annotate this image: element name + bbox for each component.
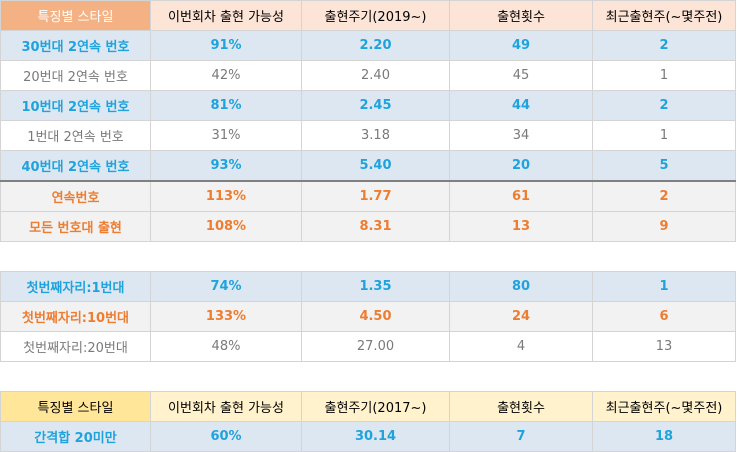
- cell-style: 첫번째자리:1번대: [0, 271, 151, 302]
- cell-style: 첫번째자리:10번대: [0, 301, 151, 332]
- cell-style: 20번대 2연속 번호: [0, 60, 151, 91]
- table-row: 간격합 20미만 60% 30.14 7 18: [0, 421, 736, 452]
- cell-cycle: 4.50: [301, 301, 450, 332]
- cell-recent: 6: [592, 301, 736, 332]
- cell-style: 10번대 2연속 번호: [0, 90, 151, 121]
- cell-possibility: 60%: [150, 421, 302, 452]
- table-row: 모든 번호대 출현 108% 8.31 13 9: [0, 211, 736, 242]
- table-header-row: 특징별 스타일 이번회차 출현 가능성 출현주기(2017~) 출현횟수 최근출…: [0, 391, 736, 422]
- header-style: 특징별 스타일: [0, 0, 151, 31]
- cell-recent: 2: [592, 180, 736, 212]
- cell-cycle: 1.35: [301, 271, 450, 302]
- header-count: 출현횟수: [449, 391, 593, 422]
- spacer-row: [0, 241, 736, 272]
- cell-possibility: 48%: [150, 331, 302, 362]
- cell-cycle: 2.45: [301, 90, 450, 121]
- cell-count: 24: [449, 301, 593, 332]
- cell-style: 모든 번호대 출현: [0, 211, 151, 242]
- cell-count: 80: [449, 271, 593, 302]
- cell-count: 44: [449, 90, 593, 121]
- header-recent: 최근출현주(~몇주전): [592, 391, 736, 422]
- table-row: 첫번째자리:10번대 133% 4.50 24 6: [0, 301, 736, 332]
- cell-recent: 2: [592, 90, 736, 121]
- table-row: 40번대 2연속 번호 93% 5.40 20 5: [0, 150, 736, 182]
- cell-count: 20: [449, 150, 593, 182]
- cell-possibility: 108%: [150, 211, 302, 242]
- cell-cycle: 2.20: [301, 30, 450, 61]
- cell-style: 40번대 2연속 번호: [0, 150, 151, 182]
- table-row: 1번대 2연속 번호 31% 3.18 34 1: [0, 120, 736, 151]
- cell-possibility: 81%: [150, 90, 302, 121]
- cell-possibility: 93%: [150, 150, 302, 182]
- cell-style: 1번대 2연속 번호: [0, 120, 151, 151]
- cell-possibility: 91%: [150, 30, 302, 61]
- cell-recent: 1: [592, 120, 736, 151]
- cell-cycle: 5.40: [301, 150, 450, 182]
- cell-style: 첫번째자리:20번대: [0, 331, 151, 362]
- cell-style: 간격합 20미만: [0, 421, 151, 452]
- header-possibility: 이번회차 출현 가능성: [150, 0, 302, 31]
- cell-count: 34: [449, 120, 593, 151]
- cell-cycle: 1.77: [301, 180, 450, 212]
- cell-count: 45: [449, 60, 593, 91]
- table-row: 첫번째자리:20번대 48% 27.00 4 13: [0, 331, 736, 362]
- cell-count: 4: [449, 331, 593, 362]
- cell-cycle: 8.31: [301, 211, 450, 242]
- table-row: 30번대 2연속 번호 91% 2.20 49 2: [0, 30, 736, 61]
- table-header-row: 특징별 스타일 이번회차 출현 가능성 출현주기(2019~) 출현횟수 최근출…: [0, 0, 736, 31]
- header-style: 특징별 스타일: [0, 391, 151, 422]
- cell-possibility: 133%: [150, 301, 302, 332]
- cell-cycle: 2.40: [301, 60, 450, 91]
- cell-recent: 9: [592, 211, 736, 242]
- cell-possibility: 74%: [150, 271, 302, 302]
- cell-recent: 1: [592, 271, 736, 302]
- cell-count: 49: [449, 30, 593, 61]
- cell-count: 7: [449, 421, 593, 452]
- table-row: 첫번째자리:1번대 74% 1.35 80 1: [0, 271, 736, 302]
- cell-recent: 18: [592, 421, 736, 452]
- header-cycle: 출현주기(2017~): [301, 391, 450, 422]
- cell-recent: 2: [592, 30, 736, 61]
- cell-possibility: 113%: [150, 180, 302, 212]
- cell-recent: 13: [592, 331, 736, 362]
- header-recent: 최근출현주(~몇주전): [592, 0, 736, 31]
- spacer-row: [0, 361, 736, 392]
- cell-recent: 5: [592, 150, 736, 182]
- cell-possibility: 31%: [150, 120, 302, 151]
- table-row: 연속번호 113% 1.77 61 2: [0, 180, 736, 212]
- cell-count: 13: [449, 211, 593, 242]
- table-row: 10번대 2연속 번호 81% 2.45 44 2: [0, 90, 736, 121]
- cell-recent: 1: [592, 60, 736, 91]
- cell-count: 61: [449, 180, 593, 212]
- cell-cycle: 30.14: [301, 421, 450, 452]
- table-row: 20번대 2연속 번호 42% 2.40 45 1: [0, 60, 736, 91]
- header-count: 출현횟수: [449, 0, 593, 31]
- cell-possibility: 42%: [150, 60, 302, 91]
- cell-cycle: 27.00: [301, 331, 450, 362]
- header-cycle: 출현주기(2019~): [301, 0, 450, 31]
- header-possibility: 이번회차 출현 가능성: [150, 391, 302, 422]
- cell-style: 연속번호: [0, 180, 151, 212]
- cell-cycle: 3.18: [301, 120, 450, 151]
- cell-style: 30번대 2연속 번호: [0, 30, 151, 61]
